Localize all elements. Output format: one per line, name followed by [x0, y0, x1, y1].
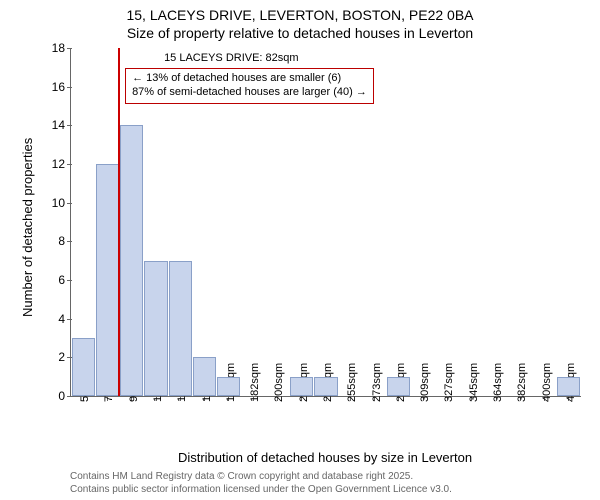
histogram-bar	[120, 125, 143, 396]
y-tick: 4	[58, 312, 71, 326]
histogram-bar	[193, 357, 216, 396]
annotation-line-2: 87% of semi-detached houses are larger (…	[132, 86, 367, 100]
annotation-box: ← 13% of detached houses are smaller (6)…	[125, 68, 374, 104]
x-tick-label: 382sqm	[516, 363, 528, 402]
histogram-bar	[290, 377, 313, 396]
annotation-line-1: ← 13% of detached houses are smaller (6)	[132, 72, 367, 86]
footer-line-1: Contains HM Land Registry data © Crown c…	[70, 470, 452, 483]
x-tick-label: 273sqm	[371, 363, 383, 402]
y-tick: 2	[58, 350, 71, 364]
histogram-bar	[169, 261, 192, 396]
reference-line	[118, 48, 120, 396]
chart-title: 15, LACEYS DRIVE, LEVERTON, BOSTON, PE22…	[0, 6, 600, 42]
histogram-bar	[217, 377, 240, 396]
y-tick: 18	[52, 41, 71, 55]
y-tick: 8	[58, 234, 71, 248]
x-tick-label: 364sqm	[492, 363, 504, 402]
y-tick: 10	[52, 196, 71, 210]
histogram-bar	[96, 164, 119, 396]
chart-container: 15, LACEYS DRIVE, LEVERTON, BOSTON, PE22…	[0, 0, 600, 500]
histogram-bar	[557, 377, 580, 396]
x-tick-label: 200sqm	[273, 363, 285, 402]
x-tick-label: 255sqm	[346, 363, 358, 402]
title-line-2: Size of property relative to detached ho…	[0, 24, 600, 42]
x-tick-label: 309sqm	[419, 363, 431, 402]
footer-line-2: Contains public sector information licen…	[70, 483, 452, 496]
histogram-bar	[144, 261, 167, 396]
histogram-bar	[387, 377, 410, 396]
x-tick-label: 345sqm	[468, 363, 480, 402]
histogram-bar	[314, 377, 337, 396]
y-tick: 14	[52, 118, 71, 132]
x-tick-label: 327sqm	[443, 363, 455, 402]
x-tick-label: 182sqm	[249, 363, 261, 402]
title-line-1: 15, LACEYS DRIVE, LEVERTON, BOSTON, PE22…	[0, 6, 600, 24]
x-axis-label: Distribution of detached houses by size …	[70, 450, 580, 465]
y-axis-label: Number of detached properties	[20, 138, 35, 317]
y-tick: 0	[58, 389, 71, 403]
y-tick: 12	[52, 157, 71, 171]
y-tick: 16	[52, 80, 71, 94]
histogram-bar	[72, 338, 95, 396]
y-tick: 6	[58, 273, 71, 287]
x-tick-label: 400sqm	[541, 363, 553, 402]
footer-attribution: Contains HM Land Registry data © Crown c…	[70, 470, 452, 496]
reference-label: 15 LACEYS DRIVE: 82sqm	[164, 52, 299, 64]
plot-area: 02468101214161855sqm73sqm91sqm109sqm128s…	[70, 48, 581, 397]
